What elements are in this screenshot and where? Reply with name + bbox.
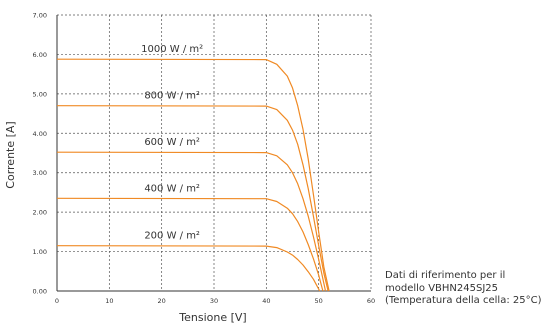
note-line-1: Dati di riferimento per il (385, 270, 506, 281)
x-tick-label: 40 (262, 297, 270, 305)
grid (57, 14, 372, 291)
y-tick-label: 7.00 (33, 12, 47, 20)
y-tick-label: 5.00 (33, 90, 47, 98)
series-curve-1 (56, 105, 329, 292)
axes (56, 15, 371, 292)
x-tick-label: 10 (105, 297, 113, 305)
x-tick-label: 0 (55, 297, 59, 305)
y-tick-label: 0.00 (33, 288, 47, 296)
note-line-3: (Temperatura della cella: 25°C) (385, 295, 542, 306)
series-label: 800 W / m² (144, 91, 200, 102)
series-label: 400 W / m² (144, 183, 200, 194)
series-curve-2 (56, 151, 327, 292)
y-tick-label: 6.00 (33, 51, 47, 59)
series-label: 600 W / m² (144, 137, 200, 148)
series-curves (56, 58, 330, 292)
reference-note: Dati di riferimento per il modello VBHN2… (385, 270, 541, 308)
x-axis-label: Tensione [V] (178, 311, 246, 324)
x-tick-label: 50 (315, 297, 323, 305)
series-curve-3 (56, 197, 324, 292)
x-tick-label: 30 (210, 297, 218, 305)
note-line-2: modello VBHN245SJ25 (385, 282, 499, 294)
series-curve-0 (56, 58, 330, 292)
y-tick-label: 1.00 (33, 248, 47, 256)
y-axis-label: Corrente [A] (4, 121, 17, 188)
y-tick-label: 2.00 (33, 209, 47, 217)
y-tick-label: 3.00 (33, 169, 47, 177)
tick-labels: 0.00 1.00 2.00 3.00 4.00 5.00 6.00 7.00 0 10 20 30 4… (33, 12, 376, 306)
y-tick-label: 4.00 (33, 130, 47, 138)
x-tick-label: 20 (158, 297, 166, 305)
series-label: 200 W / m² (144, 231, 200, 242)
x-tick-label: 60 (367, 297, 375, 305)
series-labels: 1000 W / m² 800 W / m² 600 W / m² 400 W / m… (141, 44, 203, 241)
series-curve-4 (56, 245, 321, 292)
series-label: 1000 W / m² (141, 44, 203, 55)
